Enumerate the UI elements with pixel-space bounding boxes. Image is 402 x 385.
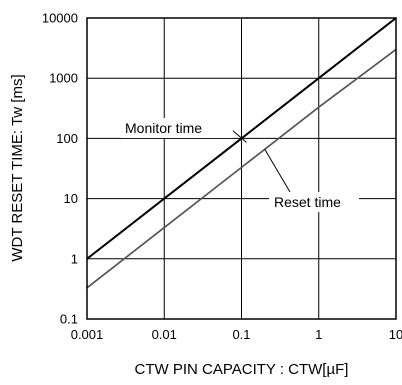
- x-tick-label: 0.01: [152, 327, 177, 342]
- x-tick-labels: 0.001 0.01 0.1 1 10: [71, 327, 402, 342]
- leader-reset-time: [264, 149, 291, 193]
- plot-frame: [86, 17, 397, 320]
- y-axis-title: WDT RESET TIME: Tw [ms]: [9, 74, 26, 261]
- annotation-reset-bg: [269, 192, 359, 212]
- x-tick-label: 0.001: [71, 327, 104, 342]
- x-tick-label: 0.1: [232, 327, 250, 342]
- series-line-reset-time: [86, 48, 397, 289]
- y-tick-label: 1000: [49, 71, 78, 86]
- x-tick-label: 1: [315, 327, 322, 342]
- grid: [86, 17, 397, 320]
- annotation-monitor-bg: [121, 118, 233, 138]
- annotation-reset-time: Reset time: [274, 194, 341, 210]
- y-tick-labels: 0.1 1 10 100 1000 10000: [42, 11, 78, 327]
- x-axis-title: CTW PIN CAPACITY : CTW[µF]: [135, 361, 349, 378]
- x-tick-label: 10: [389, 327, 402, 342]
- y-tick-label: 10000: [42, 11, 78, 26]
- y-tick-label: 100: [56, 131, 78, 146]
- y-tick-label: 0.1: [60, 312, 78, 327]
- leader-monitor-time: [231, 129, 247, 143]
- annotation-leaders: [231, 129, 291, 193]
- annotation-monitor-time: Monitor time: [125, 120, 202, 136]
- y-tick-label: 1: [71, 251, 78, 266]
- y-tick-label: 10: [64, 191, 78, 206]
